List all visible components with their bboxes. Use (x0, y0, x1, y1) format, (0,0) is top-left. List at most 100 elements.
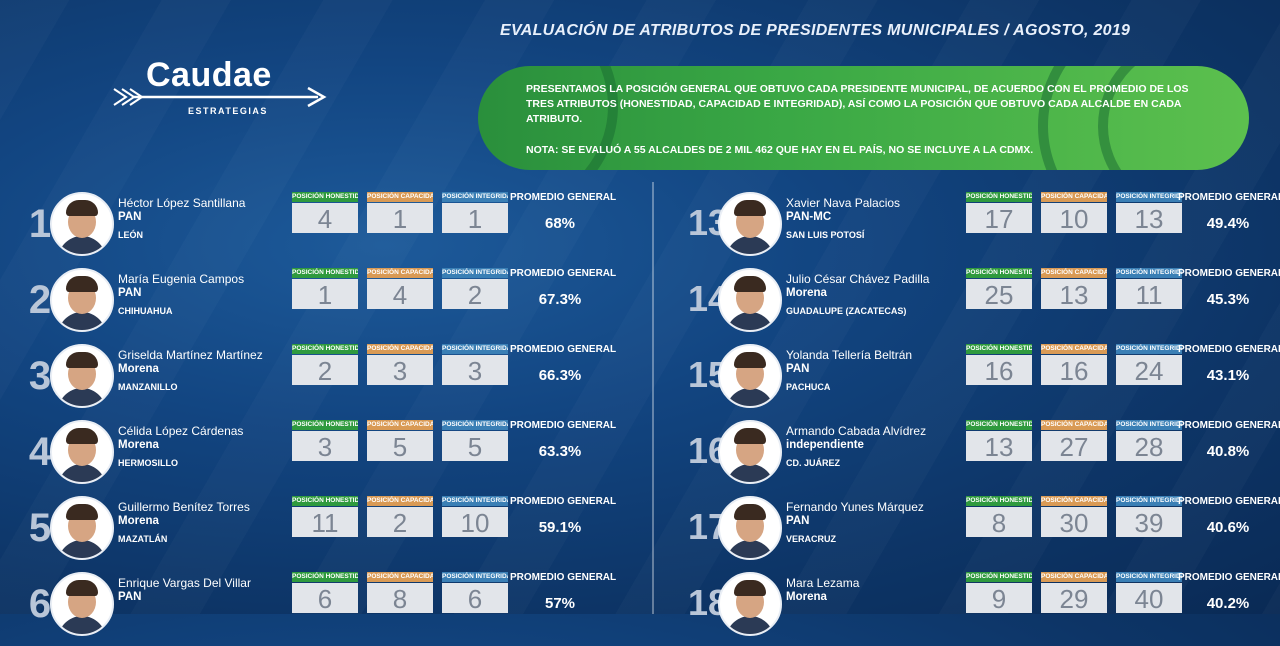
ranking-row: 13 Xavier Nava Palacios PAN-MC SAN LUIS POT… (688, 192, 1280, 266)
average-value: 63.3% (538, 443, 582, 460)
candidate-photo (50, 420, 114, 484)
logo-name: Caudae (146, 56, 272, 94)
capacity-position-label: POSICIÓN CAPACIDAD (367, 344, 433, 354)
candidate-photo (718, 496, 782, 560)
average-score: PROMEDIO GENERAL 68% (510, 192, 617, 232)
honesty-position-value: 8 (966, 507, 1032, 538)
candidate-photo (718, 572, 782, 636)
average-value: 40.2% (1206, 595, 1250, 612)
candidate-name: Fernando Yunes Márquez (786, 500, 924, 514)
ranking-row: 3 Griselda Martínez Martínez Morena MANZANI… (20, 344, 660, 418)
photo-hair (66, 200, 98, 216)
capacity-position-value: 3 (367, 355, 433, 386)
average-label: PROMEDIO GENERAL (1178, 572, 1280, 583)
candidate-city: HERMOSILLO (118, 458, 178, 468)
capacity-position-value: 4 (367, 279, 433, 310)
honesty-position-box: POSICIÓN HONESTIDAD17 (966, 192, 1032, 234)
capacity-position-box: POSICIÓN CAPACIDAD 30 (1041, 496, 1107, 538)
ranking-row: 15 Yolanda Tellería Beltrán PAN PACHUCA POSI… (688, 344, 1280, 418)
candidate-party: PAN (118, 591, 142, 603)
capacity-position-value: 2 (367, 507, 433, 538)
integrity-position-box: POSICIÓN INTEGRIDAD39 (1116, 496, 1182, 538)
page-title: EVALUACIÓN DE ATRIBUTOS DE PRESIDENTES M… (500, 22, 1131, 39)
integrity-position-label: POSICIÓN INTEGRIDAD (1116, 344, 1182, 354)
capacity-position-label: POSICIÓN CAPACIDAD (1041, 344, 1107, 354)
photo-hair (66, 428, 98, 444)
ranking-row: 5 Guillermo Benítez Torres Morena MAZATLÁN P… (20, 496, 660, 570)
integrity-position-value: 39 (1116, 507, 1182, 538)
candidate-photo (50, 268, 114, 332)
banner-text: PRESENTAMOS LA POSICIÓN GENERAL QUE OBTU… (526, 83, 1189, 125)
integrity-position-value: 6 (442, 583, 508, 614)
capacity-position-box: POSICIÓN CAPACIDAD 4 (367, 268, 433, 310)
capacity-position-box: POSICIÓN CAPACIDAD 10 (1041, 192, 1107, 234)
average-label: PROMEDIO GENERAL (510, 268, 617, 279)
average-label: PROMEDIO GENERAL (510, 572, 617, 583)
average-label: PROMEDIO GENERAL (510, 192, 617, 203)
honesty-position-box: POSICIÓN HONESTIDAD25 (966, 268, 1032, 310)
photo-hair (734, 580, 766, 596)
average-label: PROMEDIO GENERAL (1178, 268, 1280, 279)
photo-hair (734, 504, 766, 520)
candidate-party: Morena (786, 591, 827, 603)
capacity-position-label: POSICIÓN CAPACIDAD (367, 496, 433, 506)
candidate-city: SAN LUIS POTOSÍ (786, 230, 865, 240)
candidate-city: CD. JUÁREZ (786, 458, 841, 468)
capacity-position-value: 13 (1041, 279, 1107, 310)
average-label: PROMEDIO GENERAL (1178, 496, 1280, 507)
capacity-position-label: POSICIÓN CAPACIDAD (1041, 572, 1107, 582)
photo-body (58, 464, 106, 482)
capacity-position-value: 29 (1041, 583, 1107, 614)
photo-body (726, 464, 774, 482)
ranking-row: 6 Enrique Vargas Del Villar PAN POSICIÓN HO… (20, 572, 660, 646)
photo-body (58, 616, 106, 634)
capacity-position-value: 27 (1041, 431, 1107, 462)
candidate-party: PAN-MC (786, 211, 832, 223)
capacity-position-label: POSICIÓN CAPACIDAD (1041, 420, 1107, 430)
candidate-name: Xavier Nava Palacios (786, 196, 901, 210)
capacity-position-box: POSICIÓN CAPACIDAD 1 (367, 192, 433, 234)
candidate-photo (718, 344, 782, 408)
average-score: PROMEDIO GENERAL 63.3% (510, 420, 616, 460)
info-banner: PRESENTAMOS LA POSICIÓN GENERAL QUE OBTU… (478, 66, 1249, 170)
candidate-photo (50, 496, 114, 560)
candidate-city: LEÓN (118, 230, 144, 240)
integrity-position-box: POSICIÓN INTEGRIDAD40 (1116, 572, 1182, 614)
honesty-position-value: 1 (292, 279, 358, 310)
photo-hair (734, 200, 766, 216)
integrity-position-value: 1 (442, 203, 508, 234)
ranking-row: 16 Armando Cabada Alvídrez independiente CD… (688, 420, 1280, 494)
average-value: 57% (544, 595, 576, 612)
rank-number: 5 (28, 506, 52, 550)
integrity-position-box: POSICIÓN INTEGRIDAD1 (442, 192, 508, 234)
capacity-position-box: POSICIÓN CAPACIDAD 2 (367, 496, 433, 538)
integrity-position-value: 3 (442, 355, 508, 386)
honesty-position-value: 2 (292, 355, 358, 386)
honesty-position-label: POSICIÓN HONESTIDAD (966, 420, 1032, 430)
ranking-row: 2 María Eugenia Campos PAN CHIHUAHUA POSICIÓ… (20, 268, 660, 342)
ranking-row: 14 Julio César Chávez Padilla Morena GUADAL… (688, 268, 1280, 342)
integrity-position-label: POSICIÓN INTEGRIDAD (442, 344, 508, 354)
capacity-position-box: POSICIÓN CAPACIDAD 16 (1041, 344, 1107, 386)
honesty-position-value: 25 (966, 279, 1032, 310)
honesty-position-label: POSICIÓN HONESTIDAD (292, 192, 358, 202)
integrity-position-value: 24 (1116, 355, 1182, 386)
average-label: PROMEDIO GENERAL (510, 496, 617, 507)
rank-number: 4 (28, 430, 52, 474)
candidate-city: CHIHUAHUA (118, 306, 173, 316)
honesty-position-label: POSICIÓN HONESTIDAD (966, 572, 1032, 582)
capacity-position-value: 8 (367, 583, 433, 614)
average-label: PROMEDIO GENERAL (1178, 420, 1280, 431)
capacity-position-box: POSICIÓN CAPACIDAD 29 (1041, 572, 1107, 614)
average-score: PROMEDIO GENERAL 45.3% (1178, 268, 1280, 308)
integrity-position-label: POSICIÓN INTEGRIDAD (1116, 496, 1182, 506)
average-value: 40.8% (1206, 443, 1250, 460)
candidate-photo (718, 192, 782, 256)
arrow-icon (113, 86, 327, 108)
candidate-party: Morena (786, 287, 827, 299)
integrity-position-value: 2 (442, 279, 508, 310)
integrity-position-value: 10 (442, 507, 508, 538)
ranking-row: 1 Héctor López Santillana PAN LEÓN POSICIÓN … (20, 192, 660, 266)
candidate-photo (50, 192, 114, 256)
